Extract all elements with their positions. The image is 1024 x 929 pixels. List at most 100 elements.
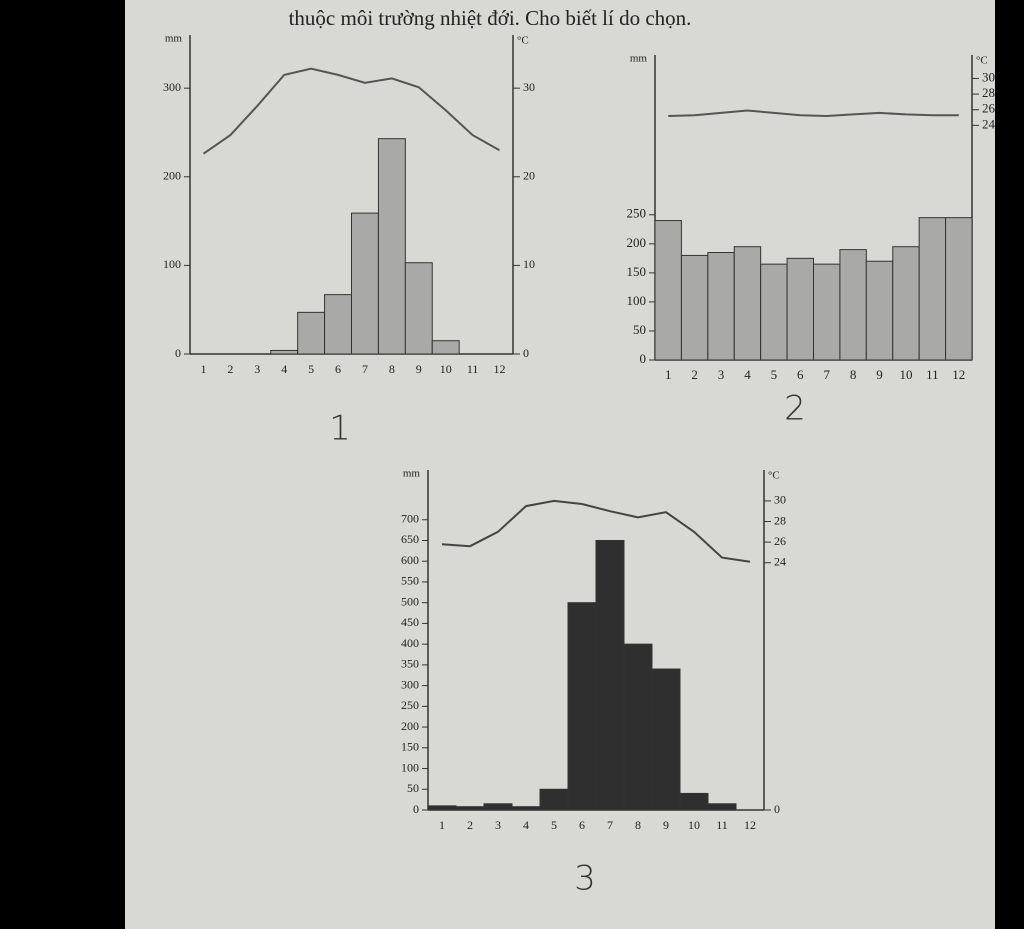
y2-axis-label: °C — [517, 35, 529, 47]
bar — [918, 217, 947, 361]
y2-tick-label: 28 — [982, 85, 995, 100]
chart-title: 2 — [784, 389, 806, 429]
bar — [324, 294, 353, 355]
y-tick-label: 650 — [401, 532, 419, 546]
x-tick-label: 10 — [440, 362, 452, 376]
bar — [297, 311, 326, 355]
chart-title: 3 — [574, 859, 596, 899]
x-tick-label: 11 — [926, 367, 939, 382]
x-tick-label: 11 — [716, 818, 728, 832]
y-axis-label: mm — [403, 468, 421, 480]
y-tick-label: 100 — [627, 293, 647, 308]
y2-tick-label: 0 — [774, 802, 780, 816]
y2-tick-label: 20 — [523, 169, 535, 183]
y2-tick-label: 30 — [523, 80, 535, 94]
x-tick-label: 1 — [439, 818, 445, 832]
x-tick-label: 12 — [494, 362, 506, 376]
x-tick-label: 3 — [718, 367, 725, 382]
y-tick-label: 0 — [413, 802, 419, 816]
y-tick-label: 50 — [407, 781, 419, 795]
bar — [651, 668, 681, 811]
x-tick-label: 6 — [797, 367, 804, 382]
x-tick-label: 10 — [688, 818, 700, 832]
x-tick-label: 2 — [227, 362, 233, 376]
y-tick-label: 150 — [627, 264, 647, 279]
bar — [733, 246, 762, 361]
x-tick-label: 3 — [254, 362, 260, 376]
y2-tick-label: 24 — [982, 116, 996, 131]
y-tick-label: 500 — [401, 594, 419, 608]
x-tick-label: 7 — [607, 818, 613, 832]
bar — [539, 788, 569, 811]
y2-tick-label: 28 — [774, 513, 786, 527]
temperature-line — [668, 109, 959, 118]
y2-tick-label: 24 — [774, 554, 786, 568]
bar — [270, 349, 299, 355]
x-tick-label: 5 — [551, 818, 557, 832]
x-tick-label: 11 — [467, 362, 479, 376]
y-tick-label: 100 — [401, 760, 419, 774]
y-tick-label: 200 — [163, 169, 181, 183]
y-tick-label: 200 — [627, 235, 647, 250]
x-tick-label: 12 — [952, 367, 965, 382]
temperature-line — [202, 67, 500, 155]
x-tick-label: 7 — [362, 362, 368, 376]
x-tick-label: 7 — [823, 367, 830, 382]
y-tick-label: 350 — [401, 657, 419, 671]
y2-tick-label: 26 — [982, 101, 996, 116]
x-tick-label: 5 — [308, 362, 314, 376]
y2-tick-label: 30 — [774, 493, 786, 507]
bar — [813, 263, 841, 361]
y-tick-label: 0 — [640, 351, 647, 366]
y-tick-label: 450 — [401, 615, 419, 629]
y-tick-label: 50 — [633, 322, 646, 337]
bar — [892, 246, 920, 361]
y-tick-label: 0 — [175, 346, 181, 360]
x-tick-label: 3 — [495, 818, 501, 832]
y2-tick-label: 0 — [523, 346, 529, 360]
x-tick-label: 1 — [200, 362, 206, 376]
bar — [351, 212, 379, 355]
bar — [623, 643, 653, 811]
x-tick-label: 5 — [771, 367, 778, 382]
bar — [865, 260, 894, 361]
x-tick-label: 8 — [389, 362, 395, 376]
bar — [654, 220, 682, 361]
bar — [567, 602, 597, 811]
bar — [945, 217, 973, 361]
bar — [427, 805, 457, 811]
y-tick-label: 250 — [627, 206, 647, 221]
x-tick-label: 2 — [467, 818, 473, 832]
y-tick-label: 200 — [401, 719, 419, 733]
y-tick-label: 100 — [163, 257, 181, 271]
bar — [377, 138, 406, 355]
x-tick-label: 6 — [335, 362, 341, 376]
bar — [431, 340, 460, 355]
y2-tick-label: 26 — [774, 534, 786, 548]
x-tick-label: 8 — [635, 818, 641, 832]
bar — [511, 806, 541, 811]
x-tick-label: 6 — [579, 818, 585, 832]
bar — [404, 262, 433, 355]
x-tick-label: 10 — [899, 367, 912, 382]
x-tick-label: 2 — [691, 367, 698, 382]
temperature-line — [441, 499, 751, 563]
y2-tick-label: 30 — [982, 69, 995, 84]
y2-axis-label: °C — [976, 55, 988, 67]
x-tick-label: 4 — [523, 818, 529, 832]
y-axis-label: mm — [630, 53, 648, 65]
y-tick-label: 550 — [401, 574, 419, 588]
bar — [680, 254, 709, 361]
bar — [707, 803, 737, 811]
bar — [483, 803, 513, 811]
y-tick-label: 600 — [401, 553, 419, 567]
bar — [679, 792, 709, 811]
chart-title: 1 — [329, 409, 351, 449]
y2-axis-label: °C — [768, 470, 780, 482]
bar — [760, 263, 788, 361]
x-tick-label: 4 — [744, 367, 751, 382]
y-tick-label: 250 — [401, 698, 419, 712]
y-axis-label: mm — [165, 33, 183, 45]
y-tick-label: 300 — [163, 80, 181, 94]
